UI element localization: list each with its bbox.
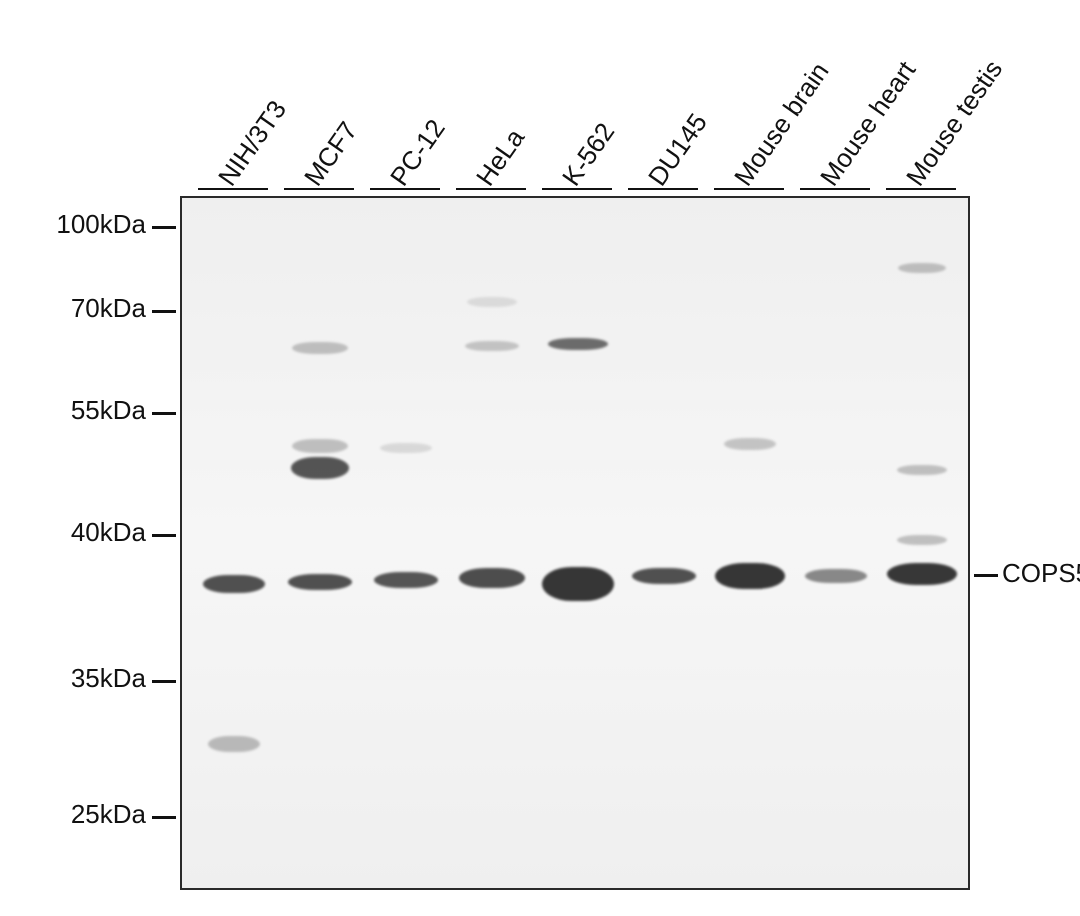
blot-band: [292, 342, 348, 354]
blot-band: [459, 568, 525, 588]
marker-tick: [152, 680, 176, 683]
blot-band: [291, 457, 349, 479]
blot-band: [897, 535, 947, 545]
marker-label: 40kDa: [71, 517, 146, 548]
target-tick: [974, 574, 998, 577]
marker-tick: [152, 412, 176, 415]
lane-label: NIH/3T3: [212, 95, 293, 192]
lane-label: MCF7: [298, 116, 364, 192]
blot-band: [292, 439, 348, 453]
blot-band: [465, 341, 519, 351]
blot-membrane: [180, 196, 970, 890]
blot-band: [380, 443, 432, 453]
blot-band: [632, 568, 696, 584]
marker-tick: [152, 226, 176, 229]
lane-label: K-562: [556, 117, 621, 192]
marker-label: 25kDa: [71, 799, 146, 830]
blot-band: [898, 263, 946, 273]
marker-tick: [152, 816, 176, 819]
marker-label: 100kDa: [56, 209, 146, 240]
blot-band: [548, 338, 608, 350]
blot-band: [897, 465, 947, 475]
blot-band: [715, 563, 785, 589]
blot-band: [724, 438, 776, 450]
lane-label: DU145: [642, 108, 714, 192]
marker-label: 55kDa: [71, 395, 146, 426]
marker-tick: [152, 310, 176, 313]
blot-band: [887, 563, 957, 585]
marker-label: 35kDa: [71, 663, 146, 694]
target-label: COPS5: [1002, 558, 1080, 589]
lane-label: HeLa: [470, 123, 531, 192]
blot-band: [542, 567, 614, 601]
blot-band: [805, 569, 867, 583]
blot-band: [203, 575, 265, 593]
marker-label: 70kDa: [71, 293, 146, 324]
marker-tick: [152, 534, 176, 537]
blot-band: [288, 574, 352, 590]
blot-band: [374, 572, 438, 588]
blot-band: [467, 297, 517, 307]
blot-band: [208, 736, 260, 752]
lane-label: PC-12: [384, 114, 452, 192]
